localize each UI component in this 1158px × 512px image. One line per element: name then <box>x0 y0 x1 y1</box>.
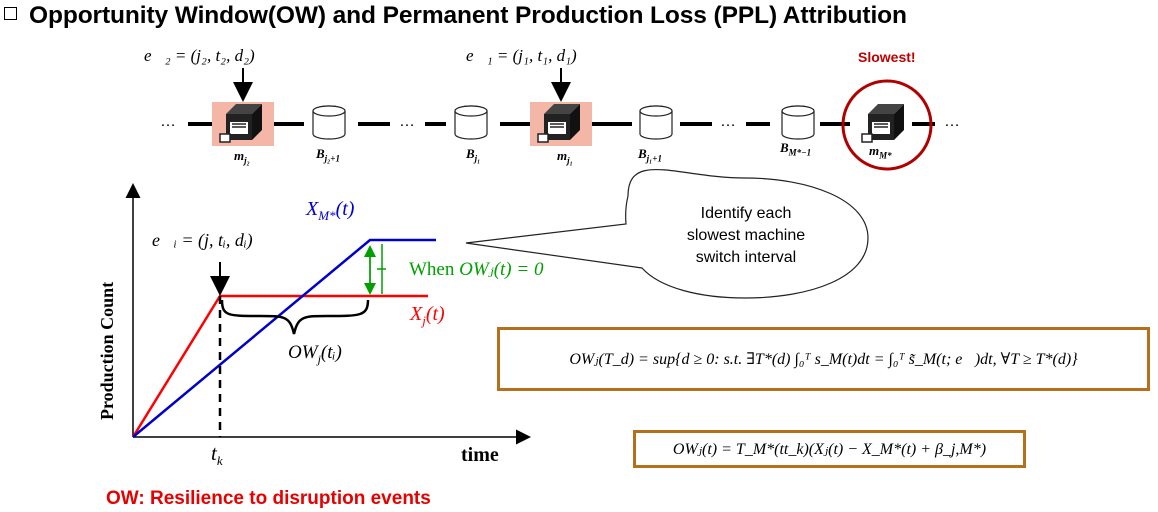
event-e1-label: e⃗₁ = (j₁, t₁, d₁) <box>466 46 577 65</box>
checkbox-bullet-icon <box>4 7 17 20</box>
label-b-j1: Bj₁ <box>466 146 481 164</box>
page-title: Opportunity Window(OW) and Permanent Pro… <box>4 2 907 30</box>
ellipsis-1: … <box>160 113 176 130</box>
ellipsis-3: … <box>720 113 736 130</box>
label-m-j2: mj₂ <box>234 148 250 166</box>
series-xm-label: XM*(t) <box>306 198 355 223</box>
event-e2-label: e⃗₂ = (j₂, t₂, d₂) <box>144 46 255 65</box>
buffer-icon-bj1 <box>454 105 488 140</box>
ow-ti-label: OWj(tᵢ) <box>288 342 342 366</box>
label-b-j2p1: Bj₂+1 <box>316 146 340 164</box>
callout-bubble <box>465 169 869 299</box>
label-m-mstar: mM* <box>869 143 892 161</box>
slowest-label: Slowest! <box>858 49 916 65</box>
ellipsis-2: … <box>399 113 415 130</box>
label-m-j1: mj₁ <box>557 148 573 166</box>
ellipsis-4: … <box>944 113 960 130</box>
buffer-icon-bmstar <box>781 105 815 140</box>
machine-icon-mstar <box>861 103 905 143</box>
plot-axes <box>125 183 531 445</box>
footer-note: OW: Resilience to disruption events <box>106 488 431 509</box>
label-b-mstar: BM*−1 <box>780 140 812 158</box>
slowest-ring <box>841 79 933 171</box>
x-axis-label: time <box>461 444 499 466</box>
label-b-j1p1: Bj₁+1 <box>638 146 662 164</box>
ow-brace <box>220 299 370 335</box>
event-ei-label: e⃗ᵢ = (j, tᵢ, dᵢ) <box>152 230 253 250</box>
series-xj-label: Xj(t) <box>410 303 445 328</box>
buffer-icon-bj2p1 <box>312 105 346 140</box>
buffer-icon-bj1p1 <box>639 105 673 140</box>
callout-text: Identify each slowest machine switch int… <box>686 205 806 266</box>
series-xm-line <box>132 238 436 438</box>
formula-box-ow-computation: OWⱼ(t) = T_M*(tt_k)(Xⱼ(t) − X_M*(t) + β_… <box>633 430 1026 468</box>
formula-box-ow-definition: OWⱼ(T_d) = sup{d ≥ 0: s.t. ∃T*(d) ∫₀ᵀ s_… <box>497 327 1150 391</box>
tick-tk: tk <box>211 441 223 469</box>
when-label: When OWⱼ(t) = 0 <box>409 259 544 280</box>
y-axis-label: Production Count <box>97 281 117 420</box>
